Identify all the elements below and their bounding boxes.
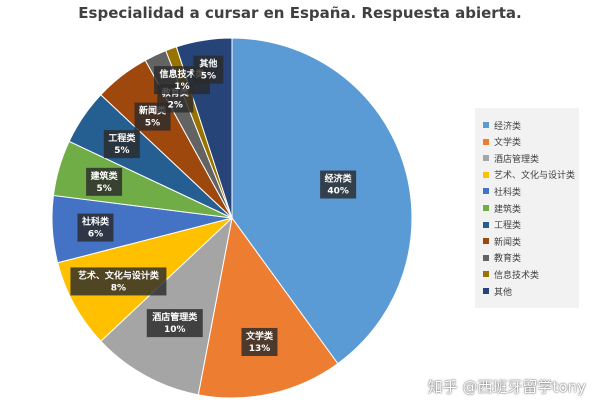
data-label-box — [70, 267, 167, 296]
data-label-category: 社科类 — [81, 216, 110, 228]
data-label-value: 5% — [96, 184, 111, 194]
data-label-category: 艺术、文化与设计类 — [78, 269, 160, 281]
chart-title: Especialidad a cursar en España. Respues… — [78, 4, 522, 22]
pie-slice-2 — [100, 216, 233, 396]
data-label-category: 其他 — [199, 58, 217, 70]
data-label-1: 文学类 13% — [241, 327, 278, 356]
legend-label: 社科类 — [494, 187, 522, 198]
legend-swatch — [483, 238, 489, 245]
pie-data-labels: 经济类 40% 文学类 13% 酒店管理类 10% 艺术、文化与设计类 8% 社科类 6% 建筑类 5… — [70, 55, 357, 356]
data-label-4: 社科类 6% — [77, 213, 114, 242]
data-label-value: 5% — [201, 72, 216, 82]
chart-legend: 经济类文学类酒店管理类艺术、文化与设计类 社科类建筑类工程类新闻类教育类信息技术类… — [475, 108, 579, 308]
legend-item: 信息技术类 — [483, 267, 539, 281]
legend-item: 建筑类 — [483, 201, 521, 215]
data-label-value: 1% — [174, 82, 189, 92]
legend-item: 文学类 — [483, 135, 521, 149]
data-label-10: 其他 5% — [193, 55, 224, 84]
legend-swatch — [483, 122, 489, 128]
data-label-0: 经济类 40% — [320, 170, 357, 199]
legend-item: 社科类 — [483, 184, 521, 198]
data-label-box — [86, 167, 123, 196]
data-label-value: 2% — [168, 100, 183, 110]
legend-swatch — [483, 221, 489, 228]
data-label-box — [320, 170, 357, 199]
legend-swatch — [483, 155, 489, 162]
legend-item: 工程类 — [483, 218, 521, 232]
legend-label: 教育类 — [494, 254, 522, 265]
data-label-value: 40% — [327, 187, 349, 197]
data-label-box — [146, 309, 203, 338]
data-label-category: 文学类 — [245, 330, 274, 342]
legend-item: 新闻类 — [483, 234, 521, 248]
watermark-text: 知乎 @西班牙留学tony — [427, 378, 586, 396]
legend-label: 建筑类 — [494, 204, 522, 215]
data-label-5: 建筑类 5% — [86, 167, 123, 196]
legend-item: 其他 — [483, 284, 512, 298]
data-label-box — [77, 213, 114, 242]
data-label-category: 经济类 — [325, 173, 353, 185]
data-label-6: 工程类 5% — [103, 130, 140, 159]
data-label-category: 工程类 — [108, 132, 136, 144]
legend-swatch — [483, 138, 489, 145]
data-label-box — [193, 55, 224, 84]
legend-label: 工程类 — [494, 221, 522, 232]
legend-item: 酒店管理类 — [483, 151, 539, 165]
data-label-value: 6% — [88, 230, 103, 240]
data-label-box — [103, 130, 140, 159]
data-label-category: 酒店管理类 — [152, 311, 198, 323]
data-label-2: 酒店管理类 10% — [146, 309, 203, 338]
legend-swatch — [483, 254, 489, 261]
legend-swatch — [483, 288, 489, 294]
data-label-value: 5% — [145, 119, 160, 129]
legend-item: 艺术、文化与设计类 — [483, 168, 575, 182]
legend-label: 艺术、文化与设计类 — [494, 171, 576, 182]
legend-item: 教育类 — [483, 251, 521, 265]
legend-label: 经济类 — [494, 121, 522, 132]
legend-swatch — [483, 205, 489, 211]
legend-item: 经济类 — [483, 118, 521, 132]
legend-swatch — [483, 271, 489, 278]
data-label-value: 10% — [164, 325, 186, 335]
legend-swatch — [483, 171, 489, 178]
data-label-3: 艺术、文化与设计类 8% — [70, 267, 167, 296]
legend-label: 信息技术类 — [494, 270, 540, 281]
data-label-box — [241, 327, 278, 356]
legend-label: 酒店管理类 — [494, 154, 540, 165]
legend-label: 新闻类 — [494, 237, 522, 248]
legend-label: 文学类 — [494, 138, 522, 149]
data-label-value: 5% — [114, 146, 129, 156]
pie-slices — [51, 37, 413, 399]
data-label-category: 建筑类 — [91, 170, 119, 182]
pie-slice-1 — [197, 216, 339, 399]
data-label-value: 8% — [111, 283, 126, 293]
legend-label: 其他 — [494, 287, 513, 298]
data-label-value: 13% — [249, 344, 271, 354]
pie-slice-0 — [231, 37, 413, 365]
legend-swatch — [483, 188, 489, 195]
